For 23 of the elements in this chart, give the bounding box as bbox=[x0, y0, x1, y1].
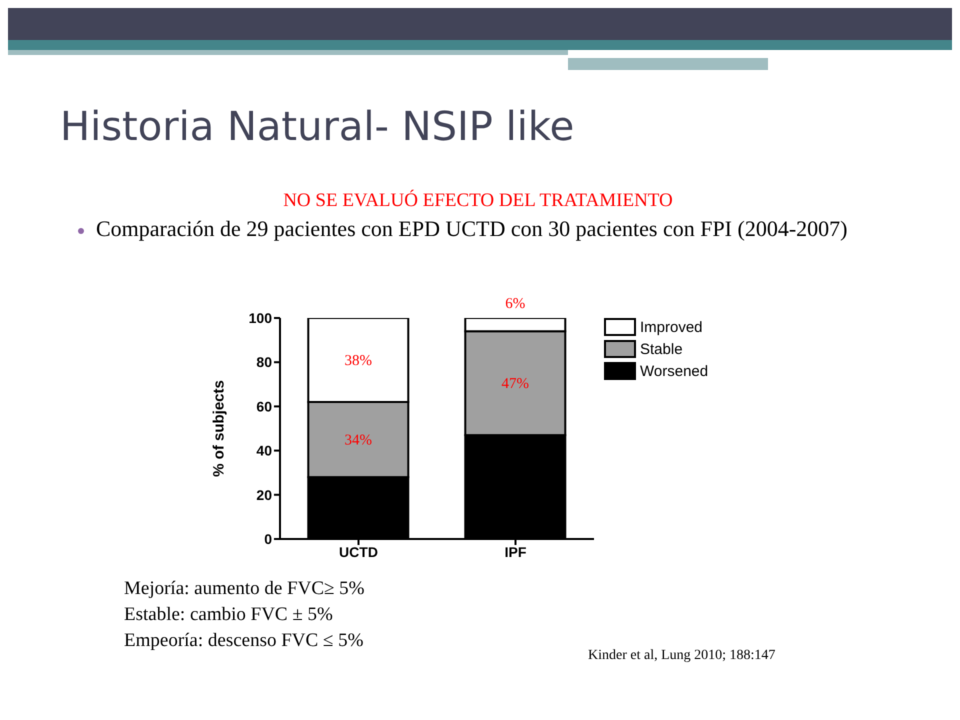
data-label: 6% bbox=[505, 296, 526, 312]
y-axis-title: % of subjects bbox=[210, 380, 228, 477]
text: Estable: cambio FVC ± 5% bbox=[124, 603, 334, 627]
text: Empeoría: descenso FVC ≤ 5% bbox=[124, 629, 364, 653]
x-tick-label: IPF bbox=[504, 544, 527, 560]
y-tick-label: 0 bbox=[264, 530, 272, 547]
x-tick-label: UCTD bbox=[339, 544, 378, 560]
data-label: 38% bbox=[344, 352, 372, 369]
legend-label: Stable bbox=[640, 340, 683, 358]
text: NO SE EVALUÓ EFECTO DEL TRATAMIENTO bbox=[282, 190, 674, 212]
data-label: 47% bbox=[502, 376, 530, 392]
text: Comparación de 29 pacientes con EPD UCTD con 30 pacientes con FPI (2004-2007) bbox=[96, 216, 848, 242]
text: Kinder et al, Lung 2010; 188:147 bbox=[588, 648, 776, 664]
data-label: 34% bbox=[344, 432, 372, 449]
y-tick-label: 60 bbox=[256, 398, 272, 414]
text: Mejoría: aumento de FVC≥ 5% bbox=[124, 577, 364, 601]
y-tick-label: 40 bbox=[256, 442, 272, 459]
y-tick-label: 20 bbox=[256, 486, 272, 503]
y-tick-label: 80 bbox=[256, 354, 272, 370]
legend-label: Worsened bbox=[640, 362, 708, 380]
chart-title: Historia Natural- NSIP like bbox=[60, 104, 574, 150]
y-tick-label: 100 bbox=[248, 310, 272, 326]
legend-label: Improved bbox=[640, 318, 703, 336]
